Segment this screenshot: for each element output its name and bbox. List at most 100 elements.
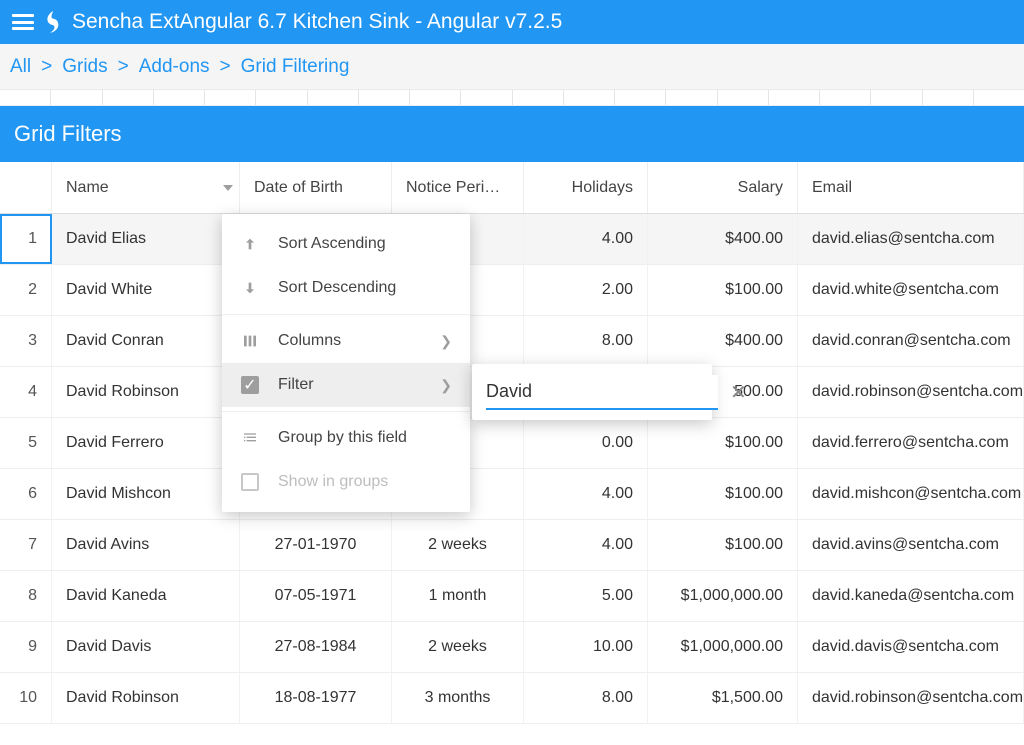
- sencha-logo-icon: [44, 11, 62, 33]
- col-header-name-label: Name: [66, 179, 109, 197]
- panel-title: Grid Filters: [0, 106, 1024, 162]
- cell-holidays: 8.00: [524, 673, 648, 723]
- cell-email: david.davis@sentcha.com: [798, 622, 1024, 672]
- breadcrumb-item-all[interactable]: All: [10, 56, 31, 78]
- cell-name: David Davis: [52, 622, 240, 672]
- cell-name: David Elias: [52, 214, 240, 264]
- clear-filter-icon[interactable]: ✕: [718, 376, 751, 409]
- breadcrumb-item-filtering[interactable]: Grid Filtering: [241, 56, 350, 78]
- menu-item-sort-ascending[interactable]: Sort Ascending: [222, 222, 470, 266]
- cell-name: David Mishcon: [52, 469, 240, 519]
- menu-item-label: Filter: [278, 376, 314, 394]
- menu-item-sort-descending[interactable]: Sort Descending: [222, 266, 470, 310]
- cell-email: david.mishcon@sentcha.com: [798, 469, 1024, 519]
- cell-holidays: 4.00: [524, 469, 648, 519]
- table-row[interactable]: 2David White2.00$100.00david.white@sentc…: [0, 265, 1024, 316]
- breadcrumb-sep: >: [41, 56, 52, 78]
- cell-salary: $400.00: [648, 214, 798, 264]
- menu-item-label: Show in groups: [278, 473, 388, 491]
- table-row[interactable]: 7David Avins27-01-19702 weeks4.00$100.00…: [0, 520, 1024, 571]
- breadcrumb: All > Grids > Add-ons > Grid Filtering: [0, 44, 1024, 90]
- table-row[interactable]: 1David Elias4.00$400.00david.elias@sentc…: [0, 214, 1024, 265]
- menu-item-label: Sort Descending: [278, 279, 396, 297]
- cell-holidays: 0.00: [524, 418, 648, 468]
- cell-holidays: 4.00: [524, 520, 648, 570]
- cell-name: David Kaneda: [52, 571, 240, 621]
- cell-idx: 8: [0, 571, 52, 621]
- cell-email: david.robinson@sentcha.com: [798, 673, 1024, 723]
- cell-holidays: 5.00: [524, 571, 648, 621]
- cell-idx: 3: [0, 316, 52, 366]
- col-header-email[interactable]: Email: [798, 162, 1024, 213]
- cell-name: David Ferrero: [52, 418, 240, 468]
- grid-header-row: Name Date of Birth Notice Peri… Holidays…: [0, 162, 1024, 214]
- grid-body: 1David Elias4.00$400.00david.elias@sentc…: [0, 214, 1024, 724]
- cell-email: david.robinson@sentcha.com: [798, 367, 1024, 417]
- arrow-up-icon: [240, 236, 260, 252]
- table-row[interactable]: 8David Kaneda07-05-19711 month5.00$1,000…: [0, 571, 1024, 622]
- menu-item-columns[interactable]: Columns ❯: [222, 319, 470, 363]
- col-header-dob[interactable]: Date of Birth: [240, 162, 392, 213]
- cell-notice: 1 month: [392, 571, 524, 621]
- filter-flyout: ✕: [472, 364, 712, 420]
- cell-idx: 6: [0, 469, 52, 519]
- cell-notice: 2 weeks: [392, 520, 524, 570]
- cell-salary: $1,500.00: [648, 673, 798, 723]
- arrow-down-icon: [240, 280, 260, 296]
- cell-holidays: 8.00: [524, 316, 648, 366]
- col-menu-trigger-icon[interactable]: [223, 185, 233, 191]
- cell-email: david.conran@sentcha.com: [798, 316, 1024, 366]
- cell-dob: 18-08-1977: [240, 673, 392, 723]
- breadcrumb-sep: >: [118, 56, 129, 78]
- menu-icon[interactable]: [12, 14, 34, 30]
- cell-name: David Robinson: [52, 367, 240, 417]
- cell-salary: $100.00: [648, 469, 798, 519]
- cell-email: david.elias@sentcha.com: [798, 214, 1024, 264]
- cell-dob: 27-08-1984: [240, 622, 392, 672]
- cell-email: david.kaneda@sentcha.com: [798, 571, 1024, 621]
- cell-salary: $1,000,000.00: [648, 571, 798, 621]
- cell-salary: $1,000,000.00: [648, 622, 798, 672]
- cell-idx: 4: [0, 367, 52, 417]
- cell-holidays: 10.00: [524, 622, 648, 672]
- breadcrumb-item-grids[interactable]: Grids: [62, 56, 107, 78]
- menu-item-label: Columns: [278, 332, 341, 350]
- cell-holidays: 2.00: [524, 265, 648, 315]
- table-row[interactable]: 5David Ferrero 0.00$100.00david.ferrero@s…: [0, 418, 1024, 469]
- menu-item-filter[interactable]: ✓Filter❯: [222, 363, 470, 407]
- table-row[interactable]: 6David Mishcon 4.00$100.00david.mishcon@s…: [0, 469, 1024, 520]
- cell-email: david.avins@sentcha.com: [798, 520, 1024, 570]
- cell-idx: 9: [0, 622, 52, 672]
- cell-name: David Robinson: [52, 673, 240, 723]
- breadcrumb-item-addons[interactable]: Add-ons: [139, 56, 210, 78]
- table-row[interactable]: 3David Conran8.00$400.00david.conran@sen…: [0, 316, 1024, 367]
- menu-item-group-by-this-field[interactable]: Group by this field: [222, 416, 470, 460]
- cell-idx: 5: [0, 418, 52, 468]
- col-header-name[interactable]: Name: [52, 162, 240, 213]
- col-header-notice[interactable]: Notice Peri…: [392, 162, 524, 213]
- breadcrumb-sep: >: [220, 56, 231, 78]
- col-header-holidays[interactable]: Holidays: [524, 162, 648, 213]
- col-header-index[interactable]: [0, 162, 52, 213]
- filter-input[interactable]: [486, 375, 718, 410]
- check-on-icon: ✓: [240, 376, 260, 394]
- col-header-salary[interactable]: Salary: [648, 162, 798, 213]
- cell-salary: $100.00: [648, 418, 798, 468]
- cell-idx: 2: [0, 265, 52, 315]
- table-row[interactable]: 10David Robinson18-08-19773 months8.00$1…: [0, 673, 1024, 724]
- cell-idx: 7: [0, 520, 52, 570]
- menu-item-show-in-groups: Show in groups: [222, 460, 470, 504]
- cell-dob: 27-01-1970: [240, 520, 392, 570]
- app-topbar: Sencha ExtAngular 6.7 Kitchen Sink - Ang…: [0, 0, 1024, 44]
- table-row[interactable]: 9David Davis27-08-19842 weeks10.00$1,000…: [0, 622, 1024, 673]
- grid: Name Date of Birth Notice Peri… Holidays…: [0, 162, 1024, 724]
- cell-salary: $100.00: [648, 520, 798, 570]
- column-menu: Sort Ascending Sort Descending Columns ❯ ✓ Fi…: [222, 214, 470, 512]
- cell-email: david.ferrero@sentcha.com: [798, 418, 1024, 468]
- cell-email: david.white@sentcha.com: [798, 265, 1024, 315]
- chevron-right-icon: ❯: [440, 333, 452, 350]
- cell-salary: $100.00: [648, 265, 798, 315]
- cell-name: David Conran: [52, 316, 240, 366]
- group-icon: [240, 430, 260, 446]
- app-title: Sencha ExtAngular 6.7 Kitchen Sink - Ang…: [72, 10, 562, 34]
